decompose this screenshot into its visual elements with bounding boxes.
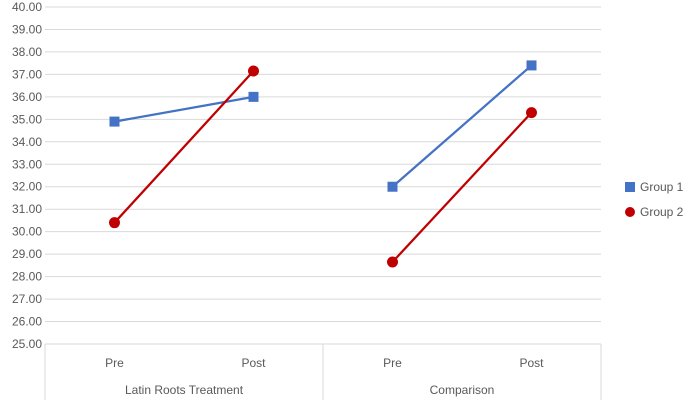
y-tick-label: 29.00: [12, 247, 42, 261]
legend-label: Group 1: [640, 180, 684, 194]
y-tick-label: 30.00: [12, 225, 42, 239]
y-tick-label: 34.00: [12, 135, 42, 149]
y-tick-label: 37.00: [12, 67, 42, 81]
x-category-label: Post: [241, 356, 266, 370]
data-point-circle: [248, 65, 259, 77]
x-group-label: Latin Roots Treatment: [125, 383, 244, 397]
series-line: [113, 70, 255, 224]
y-tick-label: 28.00: [12, 270, 42, 284]
data-point-circle: [109, 217, 120, 229]
y-tick-label: 38.00: [12, 45, 42, 59]
axes: 25.00 26.00 27.00 28.00 29.00 30.00 31.00 32.00…: [12, 0, 602, 400]
gridlines: [45, 6, 601, 345]
series-line: [391, 111, 533, 263]
series-line: [391, 64, 533, 188]
legend-marker-square: [625, 182, 635, 192]
x-category-label: Post: [519, 356, 544, 370]
data-point-circle: [526, 107, 537, 119]
y-tick-label: 31.00: [12, 202, 42, 216]
x-category-label: Pre: [105, 356, 124, 370]
legend-label: Group 2: [640, 205, 684, 219]
y-tick-label: 32.00: [12, 180, 42, 194]
series: [109, 60, 537, 268]
x-group-label: Comparison: [430, 383, 495, 397]
y-tick-label: 39.00: [12, 22, 42, 36]
data-point-square: [109, 116, 120, 127]
y-tick-label: 25.00: [12, 337, 42, 351]
x-category-label: Pre: [383, 356, 402, 370]
y-tick-label: 26.00: [12, 315, 42, 329]
legend-marker-circle: [625, 207, 635, 217]
data-point-square: [248, 91, 259, 102]
y-tick-label: 27.00: [12, 292, 42, 306]
y-tick-label: 40.00: [12, 0, 42, 14]
y-tick-label: 35.00: [12, 112, 42, 126]
data-point-square: [526, 60, 537, 71]
y-tick-label: 36.00: [12, 90, 42, 104]
series-line: [114, 95, 254, 123]
legend: Group 1 Group 2: [625, 180, 684, 219]
data-point-circle: [387, 256, 398, 268]
data-point-square: [387, 181, 398, 192]
y-tick-label: 33.00: [12, 157, 42, 171]
